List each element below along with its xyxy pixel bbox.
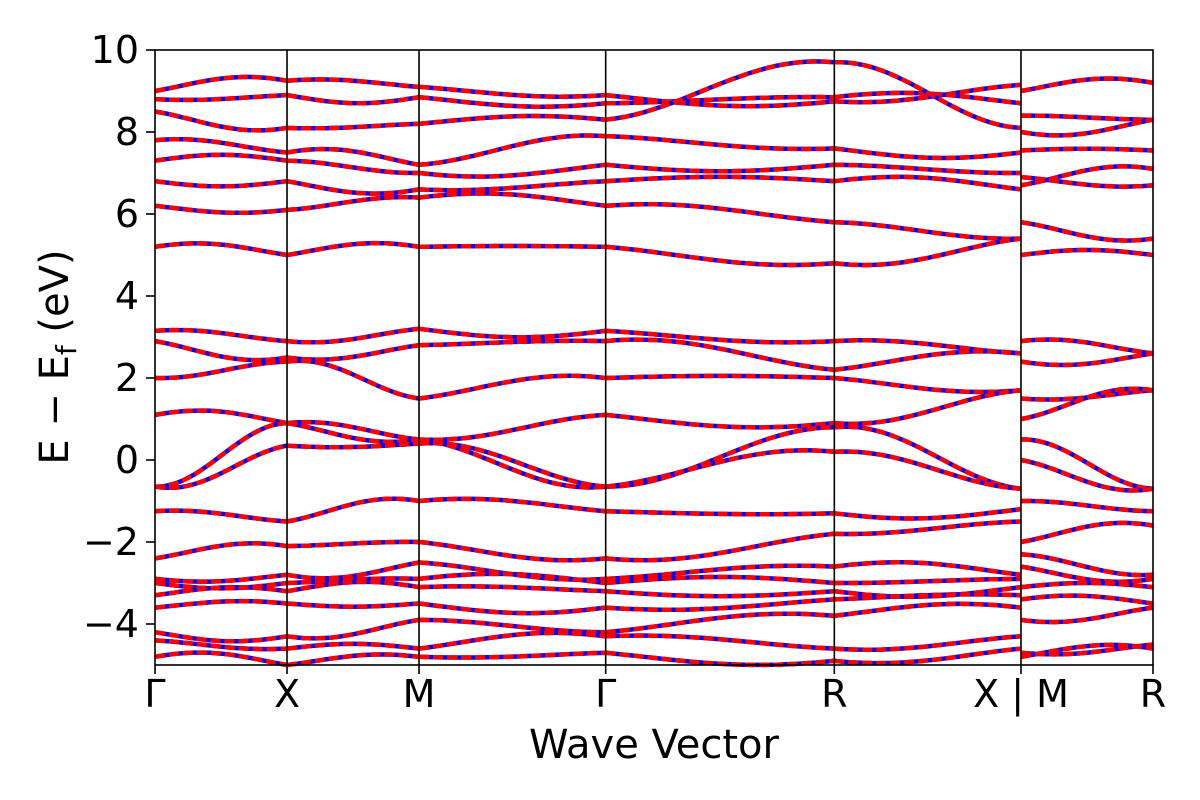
band-spin-up [154, 592, 1154, 616]
x-tick-label: Γ [144, 672, 165, 716]
band-spin-up [154, 420, 1154, 491]
band-spin-up [154, 440, 1154, 493]
y-axis-ticks: −4 −2 0 2 4 6 8 10 [83, 28, 155, 646]
y-tick-label: 8 [115, 110, 139, 154]
y-tick-label: 4 [115, 274, 139, 318]
y-axis-label-main: E − E [32, 355, 78, 465]
x-tick-label: Γ [595, 672, 616, 716]
y-axis-label: E − Ef (eV) [32, 249, 83, 464]
y-tick-label: −2 [83, 520, 139, 564]
band-spin-up [154, 236, 1154, 268]
y-tick-label: 2 [115, 356, 139, 400]
x-tick-label: M [403, 672, 436, 716]
band-spin-up [154, 519, 1154, 563]
band-spin-up [154, 564, 1154, 591]
y-tick-label: −4 [83, 602, 139, 646]
y-tick-label: 10 [91, 28, 139, 72]
band-spin-up [154, 326, 1154, 356]
band-spin-up [154, 74, 1154, 109]
band-spin-up [154, 59, 1154, 138]
band-spin-up [154, 133, 1154, 168]
x-axis-ticks: Γ X M Γ R X | M R [144, 665, 1166, 717]
high-symmetry-lines [286, 50, 1022, 665]
band-spin-up [154, 90, 1153, 122]
band-spin-up [154, 386, 1154, 443]
band-spin-up [154, 496, 1154, 524]
y-tick-label: 6 [115, 192, 139, 236]
y-axis-label-subscript: f [50, 344, 83, 355]
y-tick-label: 0 [115, 438, 139, 482]
x-tick-label: X [274, 672, 300, 716]
x-tick-label: X | M [973, 672, 1069, 717]
band-spin-up [154, 630, 1154, 657]
band-spin-up [154, 601, 1154, 644]
band-spin-up [154, 358, 1154, 402]
band-spin-up [154, 579, 1154, 599]
band-spin-up [154, 152, 1154, 188]
band-spin-up [154, 642, 1154, 668]
band-lines [154, 59, 1154, 668]
x-axis-label: Wave Vector [529, 722, 780, 768]
x-tick-label: R [821, 672, 847, 716]
band-spin-up [154, 174, 1154, 196]
band-spin-up [154, 337, 1154, 373]
x-tick-label: R [1140, 672, 1166, 716]
band-spin-up [154, 191, 1154, 243]
band-spin-up [154, 552, 1154, 584]
plot-frame [154, 49, 1154, 666]
y-axis-label-unit: (eV) [32, 249, 78, 345]
